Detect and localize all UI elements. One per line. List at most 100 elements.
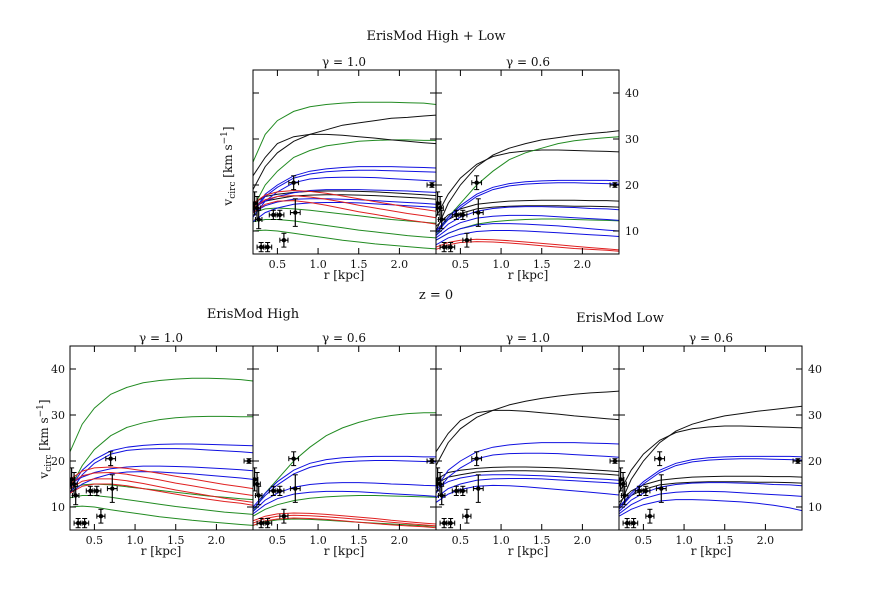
top-title: ErisMod High + Low <box>366 29 505 44</box>
x-tick-label: 1.5 <box>167 534 185 547</box>
obs-point <box>108 456 113 461</box>
obs-point <box>460 212 466 218</box>
obs-point <box>659 486 664 491</box>
x-axis-label: r [kpc] <box>508 544 549 558</box>
obs-point <box>271 488 276 494</box>
obs-point <box>291 180 296 185</box>
series-line-red <box>253 517 436 529</box>
obs-point <box>277 212 283 218</box>
obs-point <box>73 493 78 498</box>
obs-point <box>88 488 93 494</box>
panel-combined-gamma-06: 0.5 1.0 1.5 2.0 10 20 30 40 <box>435 69 639 271</box>
x-tick-label: 1.5 <box>716 534 734 547</box>
y-tick-label: 20 <box>625 179 639 192</box>
y-axis-label-unit: [km s <box>37 417 51 454</box>
series-line-green <box>253 518 436 527</box>
obs-point <box>454 488 459 494</box>
panel-plot-area <box>70 377 253 529</box>
x-tick-label: 1.0 <box>492 534 510 547</box>
obs-point <box>436 201 440 206</box>
obs-point <box>624 520 630 526</box>
series-line-green <box>436 136 619 236</box>
series-line-blue <box>619 499 802 517</box>
panel-frame <box>252 345 437 531</box>
obs-point <box>110 486 115 491</box>
series-line-red <box>70 483 253 506</box>
x-tick-label: 1.0 <box>492 258 510 271</box>
y-axis-label-exp: −1 <box>36 404 46 417</box>
series-line-blue <box>70 443 253 489</box>
obs-point <box>82 520 87 526</box>
x-tick-label: 0.5 <box>86 534 104 547</box>
y-axis-label: vcirc [km s−1] <box>220 126 238 206</box>
y-axis-label-v: v <box>37 472 51 480</box>
x-tick-label: 1.5 <box>350 534 368 547</box>
x-tick-label: 2.0 <box>574 258 592 271</box>
x-tick-label: 1.0 <box>675 534 693 547</box>
series-line-green <box>70 415 253 489</box>
series-line-green <box>253 229 436 250</box>
bottom-right-title: ErisMod Low <box>576 311 664 326</box>
series-line-blue <box>253 482 436 512</box>
y-tick-label: 10 <box>625 225 639 238</box>
y-tick-label: 40 <box>625 87 639 100</box>
obs-point <box>265 520 270 526</box>
series-line-black <box>253 190 436 204</box>
series-line-red <box>253 512 436 525</box>
series-line-blue <box>253 455 436 508</box>
obs-point <box>647 514 653 519</box>
y-tick-label: 10 <box>51 501 65 514</box>
series-line-blue <box>436 442 619 489</box>
x-tick-label: 0.5 <box>269 258 287 271</box>
series-line-blue <box>619 455 802 508</box>
x-tick-label: 1.0 <box>126 534 144 547</box>
series-line-red <box>253 514 436 527</box>
obs-point <box>253 477 257 482</box>
panel-plot-area <box>619 405 802 529</box>
y-tick-label: 30 <box>625 133 639 146</box>
series-line-blue <box>253 460 436 510</box>
series-line-blue <box>253 189 436 209</box>
obs-point <box>464 514 470 519</box>
panel-plot-area <box>436 390 619 529</box>
series-line-red <box>436 238 619 251</box>
obs-point <box>643 488 649 494</box>
obs-point <box>619 477 623 482</box>
y-tick-label: 30 <box>808 409 822 422</box>
obs-point <box>277 488 283 494</box>
gamma-label: γ = 0.6 <box>506 55 550 69</box>
series-line-green <box>70 505 253 526</box>
panel-plot-area <box>253 101 436 253</box>
obs-point <box>281 514 287 519</box>
panel-high-gamma-1: 0.5 1.0 1.5 2.0 10 20 30 40 <box>51 345 254 547</box>
series-line-black <box>436 199 619 227</box>
series-line-blue <box>253 202 436 223</box>
series-line-red <box>70 466 253 490</box>
y-axis-label-v: v <box>221 199 235 207</box>
x-tick-label: 0.5 <box>635 534 653 547</box>
y-tick-label: 30 <box>51 409 65 422</box>
obs-point <box>476 210 481 215</box>
gamma-label: γ = 1.0 <box>506 331 550 345</box>
series-line-black <box>436 466 619 480</box>
x-tick-label: 0.5 <box>452 258 470 271</box>
obs-point <box>631 520 636 526</box>
obs-point <box>439 217 444 222</box>
series-line-green <box>70 377 253 453</box>
obs-point <box>637 488 642 494</box>
y-axis-label-sub: circ <box>228 182 238 199</box>
x-tick-label: 1.5 <box>533 534 551 547</box>
x-tick-label: 2.0 <box>391 258 409 271</box>
obs-point <box>70 477 74 482</box>
obs-point <box>460 488 466 494</box>
obs-point <box>256 217 261 222</box>
obs-point <box>98 514 104 519</box>
x-axis-label: r [kpc] <box>508 268 549 282</box>
y-axis-label-close: ] <box>221 126 235 131</box>
panel-frame <box>69 345 254 531</box>
series-line-blue <box>619 490 802 515</box>
obs-point <box>441 520 447 526</box>
obs-point <box>253 201 257 206</box>
panel-combined-gamma-1: 0.5 1.0 1.5 2.0 <box>252 69 437 271</box>
x-tick-label: 1.0 <box>309 258 327 271</box>
